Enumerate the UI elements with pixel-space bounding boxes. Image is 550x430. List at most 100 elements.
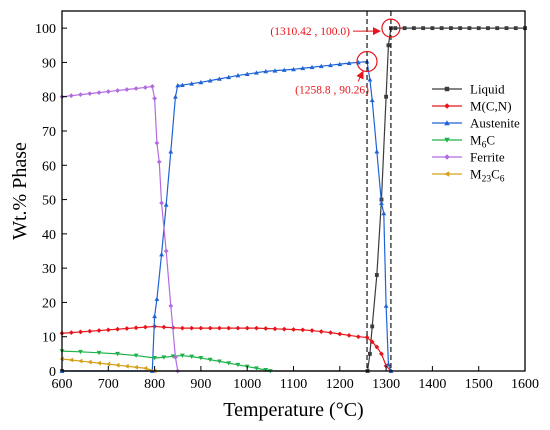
data-point-austenite (244, 71, 250, 77)
series-ferrite (59, 84, 181, 374)
x-tick-label: 700 (98, 377, 119, 392)
data-point-m-c-n (235, 325, 241, 331)
legend-label-m6c: M6C (470, 133, 495, 151)
data-point-austenite (217, 76, 222, 81)
data-point-ferrite (96, 90, 102, 95)
data-point-austenite (291, 66, 296, 72)
data-point-m23c6 (87, 359, 92, 365)
axes-layer: 600 700 800 900 1000 1100 1200 1300 1400 1500 1600… (35, 22, 539, 392)
data-point-austenite (173, 94, 178, 99)
data-point-m-c-n (124, 326, 130, 331)
annotation-label: (1258.8 , 90.26) (295, 85, 369, 97)
data-point-m6c (198, 356, 204, 361)
data-point-liquid (370, 324, 375, 329)
legend-marker-m-c-n (444, 103, 450, 109)
y-tick-label: 100 (35, 22, 56, 37)
legend-label-m-c-n: M(C,N) (470, 99, 512, 114)
legend-label-base: M(C,N) (470, 99, 512, 114)
data-point-m23c6 (78, 358, 83, 364)
data-point-austenite (189, 81, 195, 86)
data-point-austenite (198, 79, 204, 85)
data-point-austenite (374, 149, 380, 154)
data-point-austenite (381, 210, 387, 216)
legend-label-base: Liquid (470, 82, 505, 97)
legend-item-m-c-n: M(C,N) (432, 99, 512, 114)
data-point-m-c-n (291, 327, 296, 332)
data-point-m-c-n (328, 330, 333, 335)
y-tick-label: 80 (42, 91, 56, 106)
data-point-m-c-n (142, 324, 148, 330)
data-point-austenite (263, 68, 269, 74)
data-point-m6c (133, 353, 139, 358)
data-point-m-c-n (217, 325, 222, 331)
x-tick-label: 1500 (465, 377, 493, 392)
data-point-m23c6 (105, 361, 111, 367)
legend-item-m23c6: M23C6 (432, 167, 505, 185)
data-point-ferrite (168, 303, 174, 309)
data-point-austenite (235, 73, 241, 78)
data-point-m-c-n (346, 332, 352, 338)
data-point-ferrite (154, 140, 160, 146)
data-point-m6c (96, 350, 102, 356)
data-point-m6c (115, 351, 120, 357)
data-point-austenite (254, 70, 259, 75)
y-tick-label: 50 (42, 194, 56, 209)
data-point-m6c (152, 356, 157, 361)
data-point-ferrite (173, 354, 178, 360)
data-point-austenite (154, 296, 160, 301)
data-point-austenite (379, 200, 384, 205)
data-point-austenite (337, 61, 343, 67)
data-point-m-c-n (198, 325, 204, 331)
data-point-austenite (281, 67, 287, 72)
data-point-m-c-n (374, 344, 380, 350)
legend-label-base: Ferrite (470, 150, 505, 165)
data-point-m-c-n (115, 326, 120, 332)
data-point-m6c (217, 359, 222, 364)
data-point-austenite (383, 303, 389, 308)
data-point-liquid (504, 26, 509, 31)
data-point-ferrite (124, 87, 130, 92)
data-point-m23c6 (96, 360, 101, 366)
data-point-m-c-n (355, 334, 361, 340)
data-point-m6c (179, 353, 185, 358)
legend-item-austenite: Austenite (432, 116, 520, 131)
data-point-m-c-n (318, 329, 324, 334)
x-axis-title: Temperature (°C) (223, 399, 363, 421)
data-point-m-c-n (281, 326, 287, 332)
legend-label-m23c6: M23C6 (470, 167, 505, 185)
legend-item-ferrite: Ferrite (432, 150, 505, 165)
data-point-m6c (263, 368, 269, 373)
annotation-circle (381, 18, 401, 38)
annotations-layer: (1310.42 , 100.0) (1258.8 , 90.26) (270, 18, 401, 97)
data-point-ferrite (163, 248, 169, 254)
data-point-ferrite (142, 85, 148, 90)
data-point-m-c-n (244, 325, 250, 331)
data-point-m-c-n (379, 351, 384, 357)
series-m-c-n (59, 324, 394, 374)
data-point-m-c-n (337, 331, 343, 337)
x-tick-label: 1200 (326, 377, 354, 392)
data-point-ferrite (105, 89, 111, 94)
legend-label-ferrite: Ferrite (470, 150, 505, 165)
data-point-m6c (78, 349, 83, 355)
data-point-m6c (235, 362, 241, 368)
data-point-m-c-n (68, 330, 74, 335)
data-point-austenite (168, 149, 174, 154)
data-point-austenite (159, 252, 164, 257)
data-point-liquid (495, 26, 500, 31)
legend-label-subscript: 6 (500, 175, 505, 185)
data-point-m6c (226, 361, 232, 366)
legend-label-liquid: Liquid (470, 82, 505, 97)
legend-label-base: M (470, 167, 482, 182)
series-layer (59, 26, 527, 374)
data-point-m-c-n (300, 327, 306, 333)
x-tick-label: 1000 (233, 377, 261, 392)
legend-label-subscript: 6 (482, 141, 487, 151)
data-point-liquid (367, 351, 372, 356)
data-point-austenite (175, 83, 181, 88)
data-point-m-c-n (309, 328, 315, 333)
data-point-m23c6 (115, 362, 120, 368)
data-point-austenite (346, 60, 352, 66)
data-point-liquid (467, 26, 472, 31)
data-point-m23c6 (133, 364, 138, 370)
